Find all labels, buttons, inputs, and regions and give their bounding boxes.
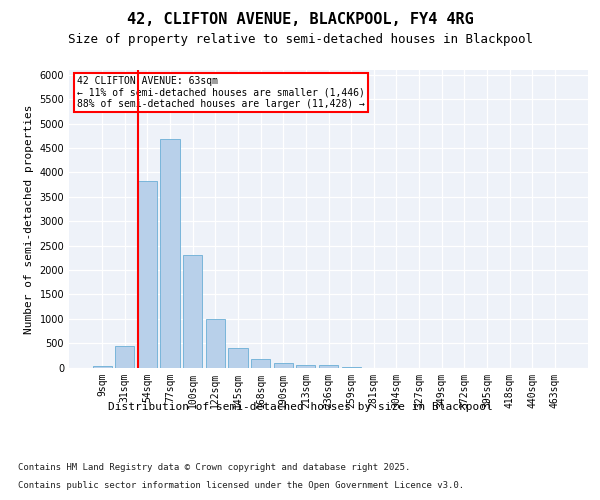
Bar xyxy=(319,365,338,368)
Text: 42 CLIFTON AVENUE: 63sqm
← 11% of semi-detached houses are smaller (1,446)
88% o: 42 CLIFTON AVENUE: 63sqm ← 11% of semi-d… xyxy=(77,76,365,109)
Bar xyxy=(160,140,180,368)
Text: Size of property relative to semi-detached houses in Blackpool: Size of property relative to semi-detach… xyxy=(67,32,533,46)
Bar xyxy=(115,346,134,368)
Bar xyxy=(229,348,248,368)
Text: 42, CLIFTON AVENUE, BLACKPOOL, FY4 4RG: 42, CLIFTON AVENUE, BLACKPOOL, FY4 4RG xyxy=(127,12,473,28)
Text: Distribution of semi-detached houses by size in Blackpool: Distribution of semi-detached houses by … xyxy=(107,402,493,412)
Text: Contains public sector information licensed under the Open Government Licence v3: Contains public sector information licen… xyxy=(18,481,464,490)
Text: Contains HM Land Registry data © Crown copyright and database right 2025.: Contains HM Land Registry data © Crown c… xyxy=(18,462,410,471)
Bar xyxy=(206,318,225,368)
Bar xyxy=(183,255,202,368)
Bar xyxy=(296,364,316,368)
Bar xyxy=(251,359,270,368)
Bar xyxy=(92,366,112,368)
Bar xyxy=(274,363,293,368)
Bar xyxy=(138,181,157,368)
Y-axis label: Number of semi-detached properties: Number of semi-detached properties xyxy=(24,104,34,334)
